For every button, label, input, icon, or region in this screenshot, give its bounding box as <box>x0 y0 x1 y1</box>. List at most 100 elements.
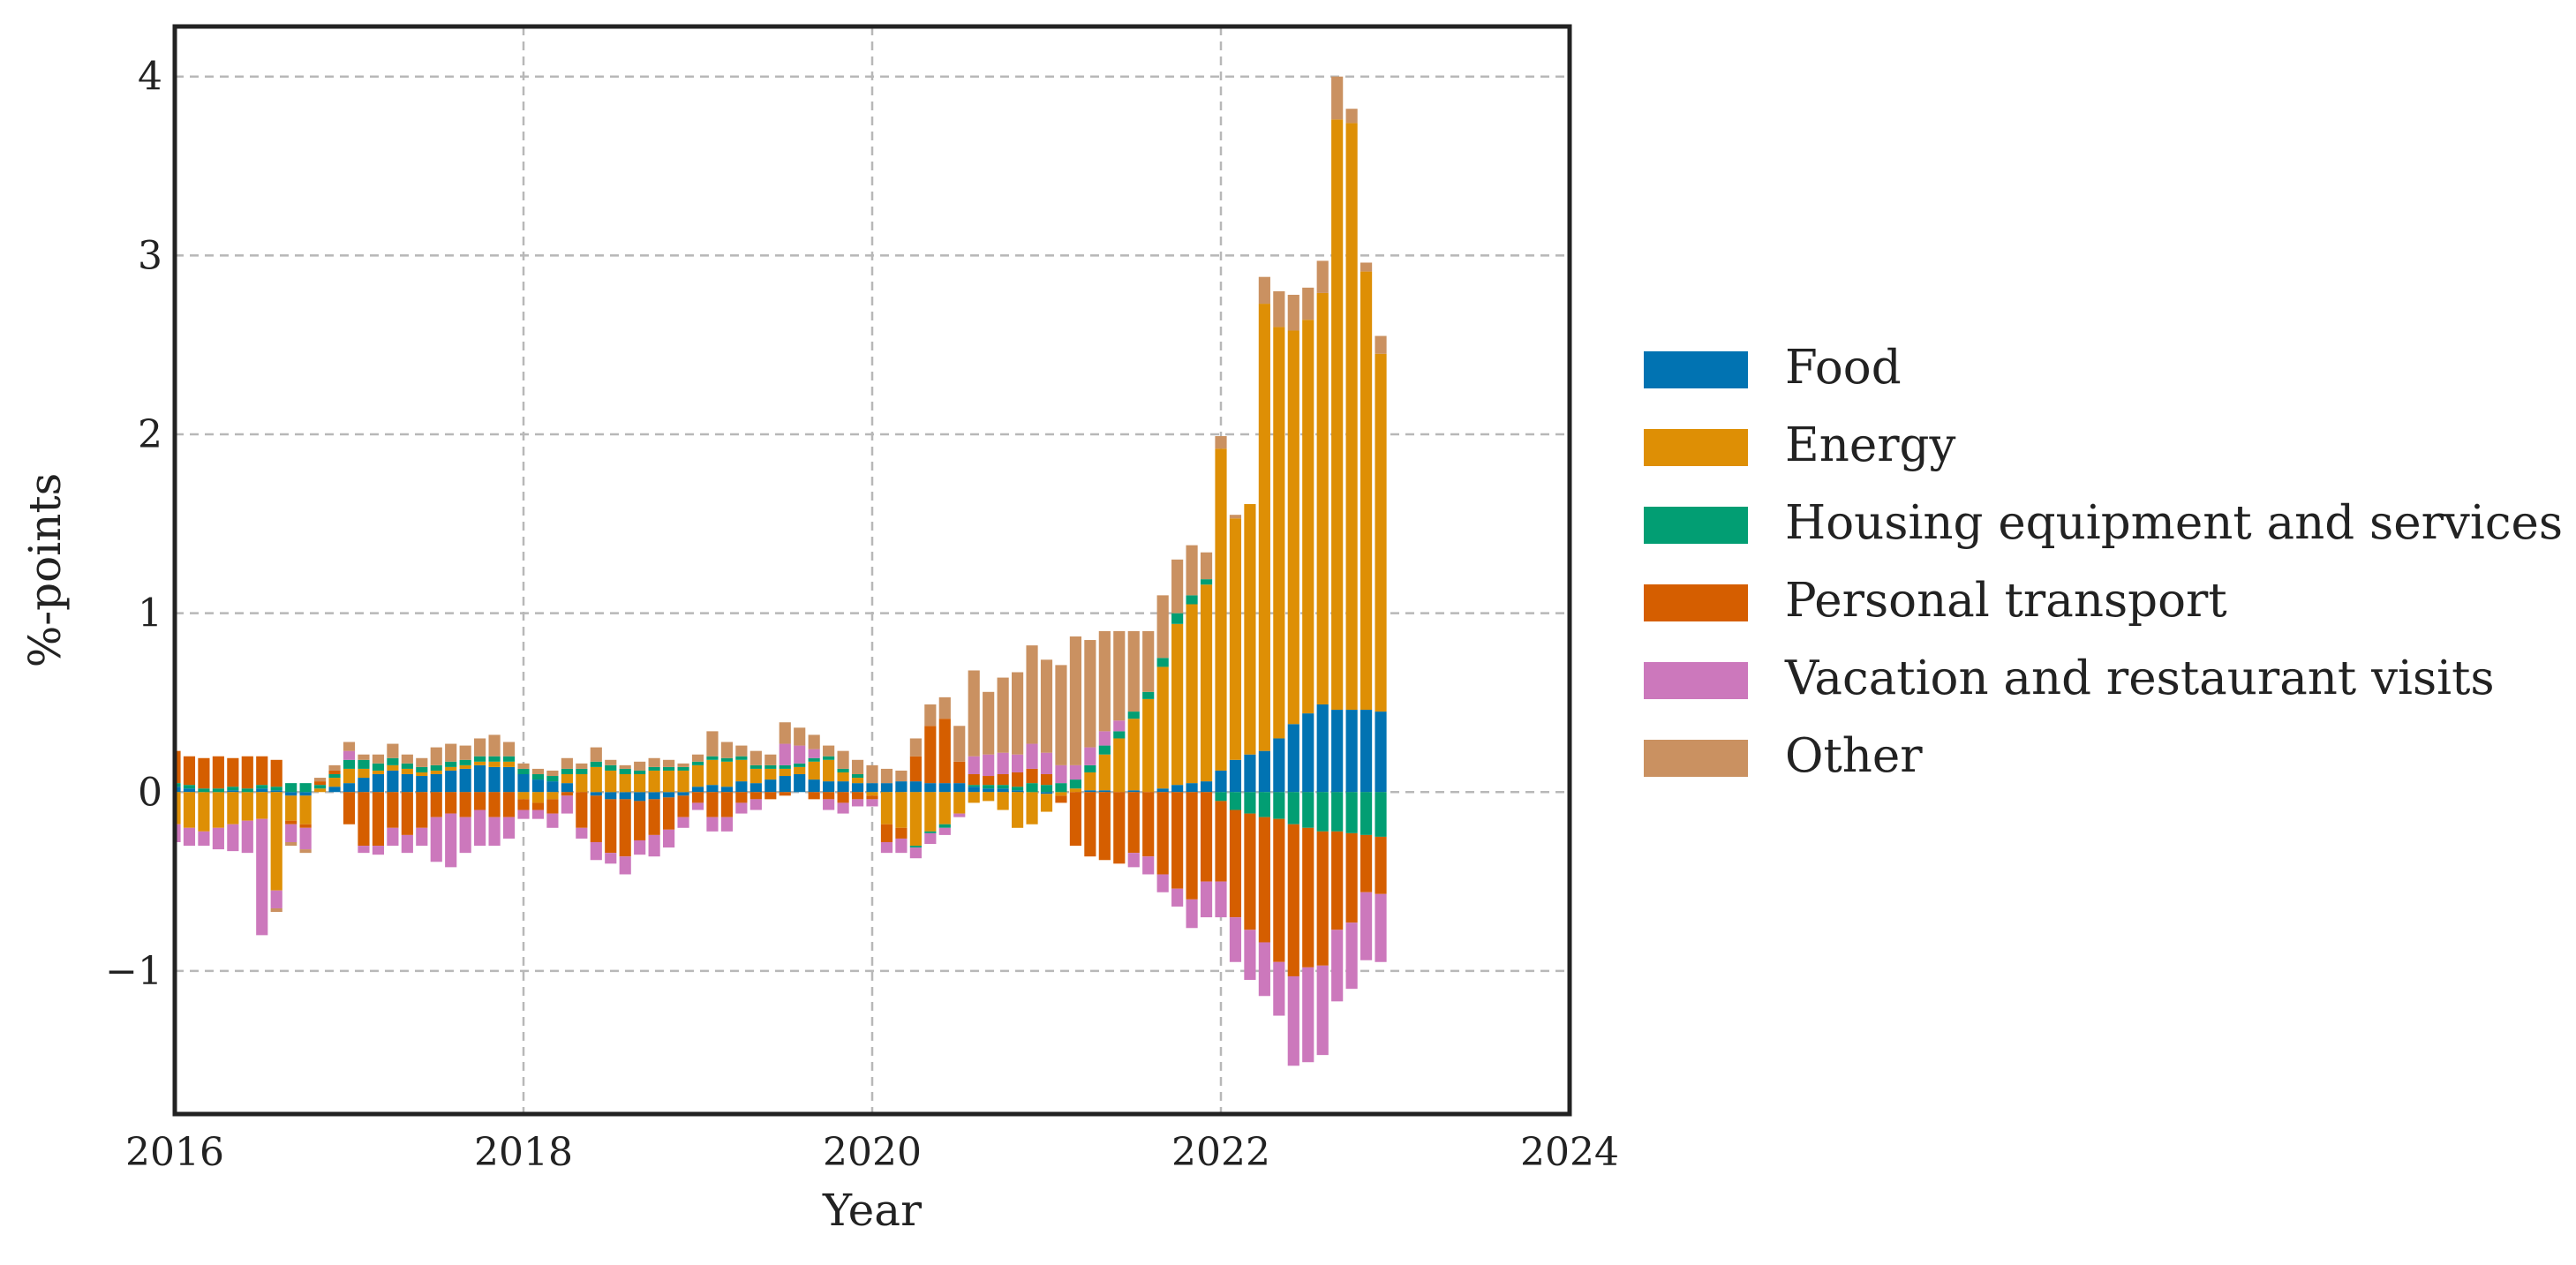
bar-segment <box>488 734 501 757</box>
bar-segment <box>968 785 980 787</box>
bar-segment <box>401 774 413 793</box>
bar-segment <box>1215 881 1227 918</box>
bar-segment <box>517 799 530 810</box>
bar-segment <box>1360 792 1373 835</box>
bar-segment <box>459 792 471 817</box>
bar-segment <box>1229 917 1242 962</box>
bar-segment <box>1098 630 1111 732</box>
bar-segment <box>285 820 298 825</box>
bar-segment <box>1258 942 1270 997</box>
bar-segment <box>1360 271 1373 711</box>
bar-segment <box>502 761 516 767</box>
bar-segment <box>634 770 646 774</box>
bar-segment <box>256 788 268 793</box>
bar-segment <box>1316 704 1329 793</box>
bar-segment <box>765 792 777 800</box>
bar-segment <box>938 792 951 825</box>
bar-segment <box>1098 731 1111 746</box>
bar-segment <box>401 792 413 835</box>
bar-segment <box>531 802 545 810</box>
bar-segment <box>634 761 646 771</box>
legend-swatch <box>1644 740 1748 777</box>
bar-segment <box>823 781 835 793</box>
bar-segment <box>430 792 442 817</box>
bar-segment <box>314 785 327 789</box>
bar-segment <box>416 776 428 793</box>
bar-segment <box>677 763 689 767</box>
bar-segment <box>372 770 384 774</box>
bar-segment <box>1186 545 1198 596</box>
bar-segment <box>691 792 704 803</box>
bar-segment <box>445 761 457 767</box>
bar-segment <box>1258 304 1270 751</box>
bar-segment <box>590 842 602 861</box>
bar-segment <box>1012 672 1024 755</box>
bar-segment <box>416 792 428 828</box>
bar-segment <box>1171 613 1184 624</box>
bar-segment <box>401 834 413 854</box>
x-axis-title: Year <box>822 1185 922 1236</box>
bar-segment <box>198 788 210 793</box>
bars <box>175 76 1387 1066</box>
x-tick-label: 2024 <box>1520 1130 1619 1175</box>
bar-segment <box>1229 518 1242 760</box>
bar-segment <box>997 774 1009 786</box>
bar-segment <box>459 745 471 760</box>
bar-segment <box>1156 788 1169 793</box>
bar-segment <box>227 790 239 793</box>
bar-segment <box>1375 893 1387 962</box>
bar-segment <box>938 783 951 793</box>
bar-segment <box>1069 764 1081 780</box>
bar-segment <box>1055 665 1067 765</box>
bar-segment <box>546 799 559 814</box>
bar-segment <box>735 802 748 814</box>
bar-segment <box>343 792 356 825</box>
bar-segment <box>851 774 864 779</box>
bar-segment <box>1273 327 1285 739</box>
bar-segment <box>909 738 922 757</box>
bar-segment <box>531 774 545 780</box>
bar-segment <box>1258 276 1270 305</box>
bar-segment <box>241 788 253 793</box>
bar-segment <box>401 768 413 774</box>
bar-segment <box>895 770 908 782</box>
bar-segment <box>720 761 733 787</box>
bar-segment <box>1186 899 1198 929</box>
bar-segment <box>183 792 196 828</box>
bar-segment <box>270 759 282 787</box>
bar-segment <box>175 787 181 793</box>
bar-segment <box>1127 792 1140 854</box>
bar-segment <box>387 764 399 771</box>
bar-segment <box>823 792 835 800</box>
bar-segment <box>1127 630 1140 712</box>
bar-segment <box>983 691 995 755</box>
bar-segment <box>648 799 660 835</box>
bar-segment <box>1069 779 1081 789</box>
bar-segment <box>416 827 428 847</box>
bar-segment <box>1156 874 1169 892</box>
bar-segment <box>1331 930 1344 1002</box>
bar-segment <box>1302 320 1314 714</box>
bar-segment <box>1287 294 1299 331</box>
bar-segment <box>837 802 849 814</box>
bar-segment <box>808 779 820 793</box>
bar-segment <box>517 792 530 800</box>
bar-segment <box>1331 710 1344 793</box>
y-tick-label: 3 <box>138 233 162 278</box>
bar-segment <box>1244 813 1256 930</box>
bar-segment <box>416 766 428 772</box>
bar-segment <box>619 774 631 793</box>
bar-segment <box>663 792 675 798</box>
legend-swatch <box>1644 351 1748 388</box>
bar-segment <box>299 783 312 793</box>
bar-segment <box>1200 552 1213 580</box>
bar-segment <box>1171 623 1184 786</box>
bar-segment <box>924 726 937 784</box>
bar-segment <box>924 783 937 793</box>
bar-segment <box>372 774 384 793</box>
bar-segment <box>1273 818 1285 962</box>
bar-segment <box>1375 335 1387 354</box>
bar-segment <box>241 756 253 789</box>
bar-segment <box>314 778 327 782</box>
bar-segment <box>1302 713 1314 793</box>
